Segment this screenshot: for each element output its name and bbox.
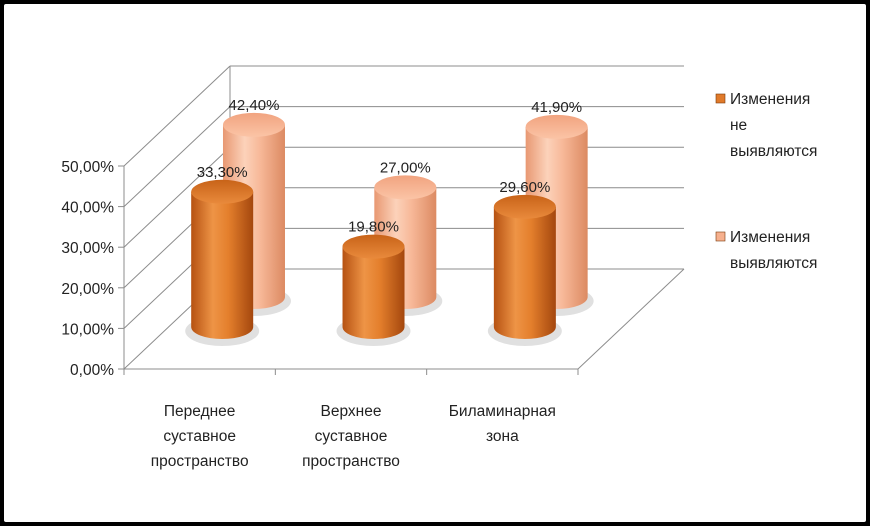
legend-item-s1: Изменения выявляются bbox=[715, 229, 817, 272]
data-label: 42,40% bbox=[229, 97, 280, 114]
grid-layer bbox=[118, 65, 685, 375]
legend-label: Изменения bbox=[730, 229, 810, 246]
data-label: 33,30% bbox=[197, 164, 248, 181]
legend-label: выявляются bbox=[730, 143, 817, 160]
legend-swatch bbox=[715, 93, 726, 104]
x-category-label: суставное bbox=[163, 428, 236, 445]
bar-body bbox=[191, 191, 254, 339]
labels-layer: 0,00% 10,00% 20,00% 30,00% 40,00% 50,00% 33,30… bbox=[61, 97, 582, 470]
y-tick-label: 20,00% bbox=[61, 281, 114, 298]
x-category-label: зона bbox=[486, 428, 519, 445]
data-label: 41,90% bbox=[531, 99, 582, 116]
y-tick-label: 30,00% bbox=[61, 240, 114, 257]
bar-top bbox=[493, 194, 556, 219]
bar-top bbox=[342, 234, 405, 259]
x-category-label: Верхнее bbox=[321, 403, 382, 420]
y-tick-label: 0,00% bbox=[70, 362, 114, 379]
bar-top bbox=[222, 112, 285, 137]
legend-swatch bbox=[715, 231, 726, 242]
legend-item-s0: Изменения не выявляются bbox=[715, 91, 817, 160]
x-category-label: Биламинарная bbox=[449, 403, 556, 420]
legend: Изменения не выявляются Изменения выявляются bbox=[715, 91, 817, 272]
x-category-label: суставное bbox=[315, 428, 388, 445]
chart-svg: 0,00% 10,00% 20,00% 30,00% 40,00% 50,00% 33,30… bbox=[61, 65, 817, 470]
y-tick-label: 50,00% bbox=[61, 159, 114, 176]
side-gridline bbox=[123, 106, 231, 207]
bar-top bbox=[374, 175, 437, 200]
y-tick-label: 40,00% bbox=[61, 200, 114, 217]
x-category-label: пространство bbox=[302, 453, 400, 470]
legend-label: Изменения bbox=[730, 91, 810, 108]
floor-right-edge bbox=[577, 268, 685, 370]
bar-s0-c1 bbox=[336, 234, 411, 346]
x-category-label: Переднее bbox=[164, 403, 236, 420]
chart-frame: 0,00% 10,00% 20,00% 30,00% 40,00% 50,00% 33,30… bbox=[4, 4, 866, 522]
bar-top bbox=[191, 179, 254, 204]
x-category-label: пространство bbox=[151, 453, 249, 470]
bar-top bbox=[525, 114, 588, 139]
data-label: 29,60% bbox=[499, 179, 550, 196]
data-label: 19,80% bbox=[348, 219, 399, 236]
data-label: 27,00% bbox=[380, 159, 431, 176]
bars-layer bbox=[185, 112, 594, 346]
legend-label: выявляются bbox=[730, 255, 817, 272]
legend-label: не bbox=[730, 117, 747, 134]
bar-body bbox=[342, 246, 405, 339]
y-tick-label: 10,00% bbox=[61, 321, 114, 338]
side-gridline bbox=[123, 146, 231, 248]
bar-body bbox=[493, 206, 556, 339]
side-gridline bbox=[123, 65, 231, 167]
bar-s0-c2 bbox=[487, 194, 562, 346]
bar-s0-c0 bbox=[185, 179, 260, 346]
